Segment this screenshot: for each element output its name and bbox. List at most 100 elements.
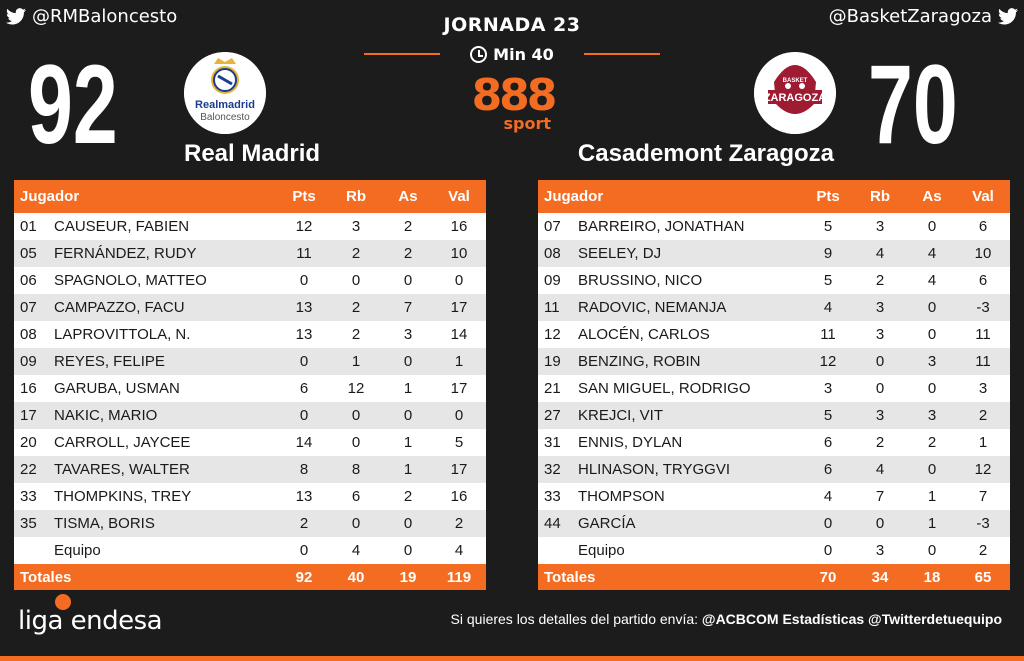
player-name: BRUSSINO, NICO bbox=[578, 272, 703, 289]
player-number: 22 bbox=[20, 461, 37, 478]
table-header: Jugador Pts Rb As Val bbox=[14, 180, 486, 213]
player-as: 0 bbox=[927, 461, 937, 478]
league-logo-text: liga endesa bbox=[18, 606, 163, 636]
header-as: As bbox=[922, 188, 942, 205]
player-val: 17 bbox=[450, 380, 468, 397]
player-name: ENNIS, DYLAN bbox=[578, 434, 683, 451]
totals-rb: 40 bbox=[347, 568, 365, 586]
home-team-name: Real Madrid bbox=[184, 140, 321, 167]
table-row: 12 ALOCÉN, CARLOS 11 3 0 11 bbox=[538, 321, 1010, 348]
player-val: 2 bbox=[454, 515, 464, 532]
liga-endesa-logo: liga endesa bbox=[18, 594, 163, 636]
home-twitter-handle[interactable]: @RMBaloncesto bbox=[6, 6, 177, 27]
totals-as: 18 bbox=[923, 568, 941, 586]
player-pts: 12 bbox=[819, 353, 837, 370]
player-val: 10 bbox=[450, 245, 468, 262]
player-as: 4 bbox=[927, 272, 937, 289]
table-row: 05 FERNÁNDEZ, RUDY 11 2 2 10 bbox=[14, 240, 486, 267]
player-name: CAUSEUR, FABIEN bbox=[54, 218, 190, 235]
player-pts: 9 bbox=[823, 245, 833, 262]
player-rb: 2 bbox=[875, 272, 885, 289]
player-pts: 0 bbox=[823, 515, 833, 532]
table-row: 21 SAN MIGUEL, RODRIGO 3 0 0 3 bbox=[538, 375, 1010, 402]
table-row: 31 ENNIS, DYLAN 6 2 2 1 bbox=[538, 429, 1010, 456]
player-name: THOMPKINS, TREY bbox=[54, 488, 192, 505]
player-rb: 3 bbox=[875, 542, 885, 559]
player-as: 0 bbox=[403, 353, 413, 370]
player-val: 5 bbox=[454, 434, 464, 451]
player-pts: 6 bbox=[823, 461, 833, 478]
table-totals: Totales 92 40 19 119 bbox=[14, 564, 486, 590]
player-val: 4 bbox=[454, 542, 464, 559]
player-as: 1 bbox=[927, 488, 937, 505]
player-pts: 0 bbox=[299, 407, 309, 424]
table-row: 33 THOMPKINS, TREY 13 6 2 16 bbox=[14, 483, 486, 510]
player-as: 1 bbox=[403, 434, 413, 451]
player-pts: 8 bbox=[299, 461, 309, 478]
player-pts: 3 bbox=[823, 380, 833, 397]
player-as: 3 bbox=[927, 407, 937, 424]
player-as: 0 bbox=[927, 299, 937, 316]
away-logo-text-1: BASKET bbox=[783, 78, 808, 84]
away-team-name: Casademont Zaragoza bbox=[577, 140, 834, 167]
player-name: FERNÁNDEZ, RUDY bbox=[54, 245, 197, 262]
player-as: 0 bbox=[403, 272, 413, 289]
player-val: 6 bbox=[978, 218, 988, 235]
header-player: Jugador bbox=[20, 188, 80, 205]
player-as: 2 bbox=[403, 488, 413, 505]
header-val: Val bbox=[448, 188, 470, 205]
player-val: 1 bbox=[454, 353, 464, 370]
footer-note-handles[interactable]: @ACBCOM Estadísticas @Twitterdetuequipo bbox=[701, 611, 1002, 627]
twitter-bird-icon bbox=[998, 8, 1018, 25]
player-val: 10 bbox=[974, 245, 992, 262]
away-twitter-handle[interactable]: @BasketZaragoza bbox=[829, 6, 1018, 27]
player-rb: 4 bbox=[875, 461, 885, 478]
away-score: 70 bbox=[868, 42, 958, 167]
player-name: RADOVIC, NEMANJA bbox=[578, 299, 727, 316]
table-row: 32 HLINASON, TRYGGVI 6 4 0 12 bbox=[538, 456, 1010, 483]
player-name: TAVARES, WALTER bbox=[54, 461, 190, 478]
player-number: 27 bbox=[544, 407, 561, 424]
header-pts: Pts bbox=[816, 188, 840, 205]
player-as: 1 bbox=[927, 515, 937, 532]
table-header: Jugador Pts Rb As Val bbox=[538, 180, 1010, 213]
player-val: 16 bbox=[450, 488, 468, 505]
player-pts: 0 bbox=[299, 272, 309, 289]
table-row: 11 RADOVIC, NEMANJA 4 3 0 -3 bbox=[538, 294, 1010, 321]
player-number: 11 bbox=[544, 299, 560, 316]
player-pts: 13 bbox=[295, 326, 313, 343]
player-rb: 1 bbox=[351, 353, 361, 370]
player-number: 12 bbox=[544, 326, 561, 343]
player-number: 44 bbox=[544, 515, 561, 532]
player-rb: 2 bbox=[351, 245, 361, 262]
player-name: ALOCÉN, CARLOS bbox=[578, 326, 710, 343]
player-number: 33 bbox=[544, 488, 561, 505]
home-boxscore-table: Jugador Pts Rb As Val 01 CAUSEUR, FABIEN 1… bbox=[14, 180, 486, 590]
player-name: SAN MIGUEL, RODRIGO bbox=[578, 380, 751, 397]
player-as: 0 bbox=[927, 380, 937, 397]
home-handle-text[interactable]: @RMBaloncesto bbox=[32, 6, 178, 27]
player-rb: 4 bbox=[875, 245, 885, 262]
sponsor-sub: sport bbox=[503, 114, 551, 133]
player-rb: 3 bbox=[875, 326, 885, 343]
match-minute: Min 40 bbox=[0, 45, 1024, 64]
divider-left bbox=[364, 53, 440, 55]
player-number: 05 bbox=[20, 245, 37, 262]
table-row: 44 GARCÍA 0 0 1 -3 bbox=[538, 510, 1010, 537]
totals-pts: 70 bbox=[819, 568, 837, 586]
player-number: 07 bbox=[544, 218, 561, 235]
table-row: 17 NAKIC, MARIO 0 0 0 0 bbox=[14, 402, 486, 429]
clock-icon bbox=[470, 46, 488, 63]
away-handle-text[interactable]: @BasketZaragoza bbox=[828, 6, 992, 27]
player-rb: 0 bbox=[875, 353, 885, 370]
minute-text: Min 40 bbox=[493, 45, 554, 64]
player-number: 01 bbox=[20, 218, 37, 235]
zaragoza-crest-icon: BASKET ZARAGOZA bbox=[754, 52, 836, 134]
footer-note-prefix: Si quieres los detalles del partido enví… bbox=[450, 611, 699, 627]
player-rb: 12 bbox=[347, 380, 365, 397]
player-as: 2 bbox=[927, 434, 937, 451]
table-totals: Totales 70 34 18 65 bbox=[538, 564, 1010, 590]
player-val: 11 bbox=[975, 353, 991, 370]
table-row: 16 GARUBA, USMAN 6 12 1 17 bbox=[14, 375, 486, 402]
player-rb: 3 bbox=[875, 299, 885, 316]
